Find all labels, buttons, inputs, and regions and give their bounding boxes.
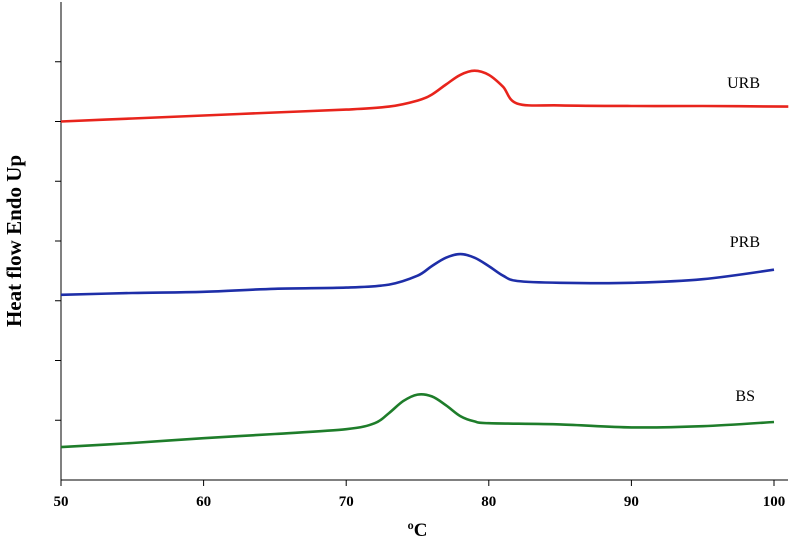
x-tick-label: 80 <box>481 494 496 510</box>
series-label-urb: URB <box>727 75 760 92</box>
x-tick-label: 60 <box>196 494 211 510</box>
x-tick-label: 50 <box>54 494 69 510</box>
x-tick-label: 90 <box>624 494 639 510</box>
x-tick-label: 70 <box>339 494 354 510</box>
series-line-bs <box>60 392 775 449</box>
x-tick-marks: 50 60 70 80 90 100 <box>54 480 786 510</box>
series-labels: URB PRB BS <box>727 75 760 405</box>
y-axis-title: Heat flow Endo Up <box>2 155 26 327</box>
series-line-urb <box>60 69 789 123</box>
series-line-prb <box>60 252 775 297</box>
x-axis-title: ºC <box>408 520 428 541</box>
y-tick-marks <box>55 61 61 421</box>
series-layer <box>60 69 789 449</box>
series-label-bs: BS <box>735 388 755 405</box>
series-label-prb: PRB <box>730 234 760 251</box>
x-tick-label: 100 <box>763 494 786 510</box>
axes <box>60 2 788 481</box>
